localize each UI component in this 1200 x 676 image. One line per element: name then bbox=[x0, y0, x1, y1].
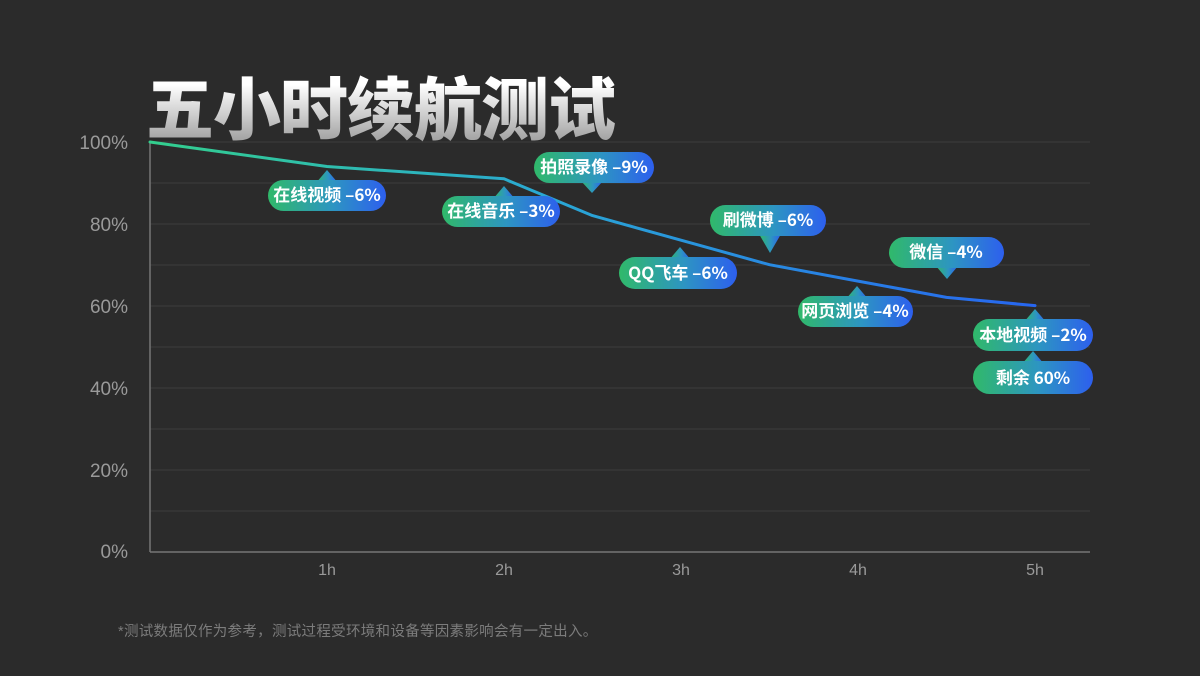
svg-text:3h: 3h bbox=[672, 562, 690, 579]
svg-text:刷微博 –6%: 刷微博 –6% bbox=[723, 206, 814, 231]
svg-text:80%: 80% bbox=[90, 215, 128, 236]
svg-text:0%: 0% bbox=[101, 542, 129, 563]
svg-text:微信 –4%: 微信 –4% bbox=[909, 238, 983, 263]
svg-text:20%: 20% bbox=[90, 461, 128, 482]
svg-text:100%: 100% bbox=[79, 133, 128, 154]
svg-text:本地视频 –2%: 本地视频 –2% bbox=[979, 321, 1087, 346]
svg-text:在线音乐 –3%: 在线音乐 –3% bbox=[447, 197, 555, 222]
svg-text:4h: 4h bbox=[849, 562, 867, 579]
svg-text:在线视频 –6%: 在线视频 –6% bbox=[273, 181, 381, 206]
svg-text:60%: 60% bbox=[90, 297, 128, 318]
svg-text:5h: 5h bbox=[1026, 562, 1044, 579]
svg-text:剩余 60%: 剩余 60% bbox=[996, 364, 1070, 389]
svg-text:1h: 1h bbox=[318, 562, 336, 579]
svg-text:40%: 40% bbox=[90, 379, 128, 400]
svg-text:2h: 2h bbox=[495, 562, 513, 579]
svg-text:QQ飞车 –6%: QQ飞车 –6% bbox=[628, 259, 728, 284]
svg-text:拍照录像 –9%: 拍照录像 –9% bbox=[540, 153, 648, 178]
svg-text:网页浏览 –4%: 网页浏览 –4% bbox=[801, 297, 909, 322]
